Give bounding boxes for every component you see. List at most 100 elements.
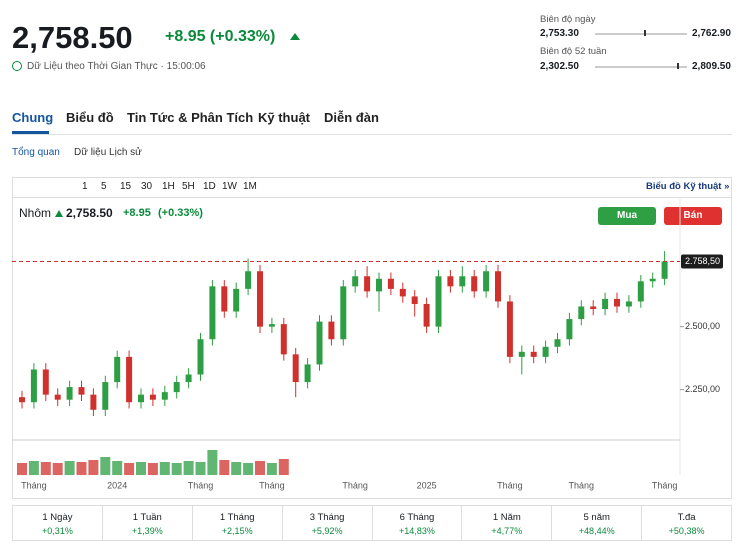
performance-cell: 1 Tháng +2,15% <box>193 506 283 540</box>
range-low: 2,302.50 <box>540 61 579 72</box>
interval: 1W <box>222 181 237 192</box>
range-label: Biên độ 52 tuần <box>540 46 607 57</box>
volume-bar <box>112 461 123 475</box>
candle-body <box>19 397 25 403</box>
technical-link[interactable]: Biểu đồ Kỹ thuật » <box>646 181 730 192</box>
candle-body <box>280 324 287 355</box>
candle-body <box>221 286 228 312</box>
candle-body <box>138 394 144 403</box>
candle-body <box>209 286 216 340</box>
candle-body <box>566 319 573 340</box>
interval: 1H <box>162 181 175 192</box>
candle-body <box>661 261 668 279</box>
volume-bar <box>100 457 111 475</box>
x-tick-label: Tháng <box>21 480 47 490</box>
volume-bar <box>136 462 146 475</box>
chart-price: 2,758.50 <box>66 206 113 220</box>
candle-body <box>530 351 537 357</box>
candle-body <box>268 324 275 327</box>
candle-body <box>292 354 299 383</box>
interval: 1D <box>203 181 216 192</box>
performance-cell: 6 Tháng +14,83% <box>373 506 463 540</box>
x-tick-label: Tháng <box>259 480 285 490</box>
volume-bar <box>255 461 265 475</box>
candle-body <box>114 356 121 383</box>
performance-table: 1 Ngày +0,31% 1 Tuần +1,39% 1 Tháng +2,15% 3 T… <box>12 505 732 541</box>
period-change: +4,77% <box>491 526 523 536</box>
range-high: 2,809.50 <box>692 61 731 72</box>
candle-body <box>578 306 585 320</box>
volume-bar <box>159 462 170 475</box>
performance-cell: 1 Tuần +1,39% <box>103 506 193 540</box>
volume-bar <box>52 463 63 475</box>
subtab[interactable]: Dữ liệu Lịch sử <box>74 147 142 158</box>
candle-body <box>376 278 382 292</box>
x-tick-label: Tháng <box>652 480 678 490</box>
period: 5 năm <box>583 512 610 523</box>
period: 3 Tháng <box>309 512 345 523</box>
performance-cell: 3 Tháng +5,92% <box>283 506 373 540</box>
x-tick-label: Tháng <box>569 480 595 490</box>
candle-body <box>161 392 168 400</box>
candle-body <box>54 394 61 400</box>
tab[interactable]: Tin Tức & Phân Tích <box>127 110 254 125</box>
period: 1 Tuần <box>132 512 162 523</box>
x-tick-label: 2025 <box>417 480 437 490</box>
up-arrow <box>290 33 300 40</box>
candle-body <box>149 394 156 400</box>
interval: 30 <box>141 181 153 192</box>
candle-body <box>447 276 454 287</box>
range-high: 2,762.90 <box>692 28 731 39</box>
tab[interactable]: Diễn đàn <box>324 110 379 125</box>
candle-body <box>637 281 644 302</box>
volume-bar <box>195 462 206 475</box>
range-bar <box>595 63 687 69</box>
volume-bar <box>266 463 277 475</box>
subtab[interactable]: Tổng quan <box>12 147 60 158</box>
period: 1 Năm <box>492 512 521 523</box>
up-arrow <box>55 210 63 217</box>
candle-body <box>316 321 323 365</box>
candle-body <box>483 271 490 292</box>
y-tick-label: 2.500,00 <box>685 321 720 331</box>
candle-body <box>185 374 192 383</box>
volume-bar <box>88 460 99 475</box>
interval: 5H <box>182 181 195 192</box>
range-low: 2,753.30 <box>540 28 579 39</box>
last-price-label: 2.758,50 <box>685 256 720 266</box>
interval: 5 <box>101 181 107 192</box>
volume-bar <box>243 463 254 475</box>
candle-body <box>614 298 620 307</box>
tab[interactable]: Chung <box>12 110 54 125</box>
tab[interactable]: Biểu đồ <box>66 110 114 125</box>
buy-button[interactable]: Mua <box>598 207 656 225</box>
volume-bar <box>278 459 289 475</box>
period-change: +48,44% <box>578 526 615 536</box>
candle-body <box>102 382 109 410</box>
period-change: +5,92% <box>311 526 343 536</box>
clock-icon <box>12 61 22 71</box>
volume-bar <box>183 461 194 475</box>
x-tick-label: Tháng <box>342 480 368 490</box>
interval: 1M <box>243 181 257 192</box>
sell-button[interactable]: Bán <box>664 207 722 225</box>
range-marker <box>643 30 646 36</box>
last-price-box <box>681 254 723 269</box>
tab[interactable]: Kỹ thuật <box>258 110 310 125</box>
performance-cell: 5 năm +48,44% <box>552 506 643 540</box>
toolbar-divider <box>12 197 732 198</box>
candle-body <box>352 276 359 287</box>
candle-body <box>518 351 525 357</box>
chart-change: +8.95 <box>123 207 151 219</box>
performance-cell: 1 Ngày +0,31% <box>13 506 103 540</box>
range-label: Biên độ ngày <box>540 14 596 25</box>
period: 1 Ngày <box>42 512 73 523</box>
period-change: +0,31% <box>42 526 73 536</box>
interval: 1 <box>82 181 88 192</box>
candle-body <box>66 387 73 400</box>
candle-body <box>459 276 466 287</box>
period-change: +50,38% <box>668 526 705 536</box>
tab-underline <box>12 131 49 134</box>
candle-body <box>602 298 609 310</box>
period-change: +2,15% <box>221 526 253 536</box>
